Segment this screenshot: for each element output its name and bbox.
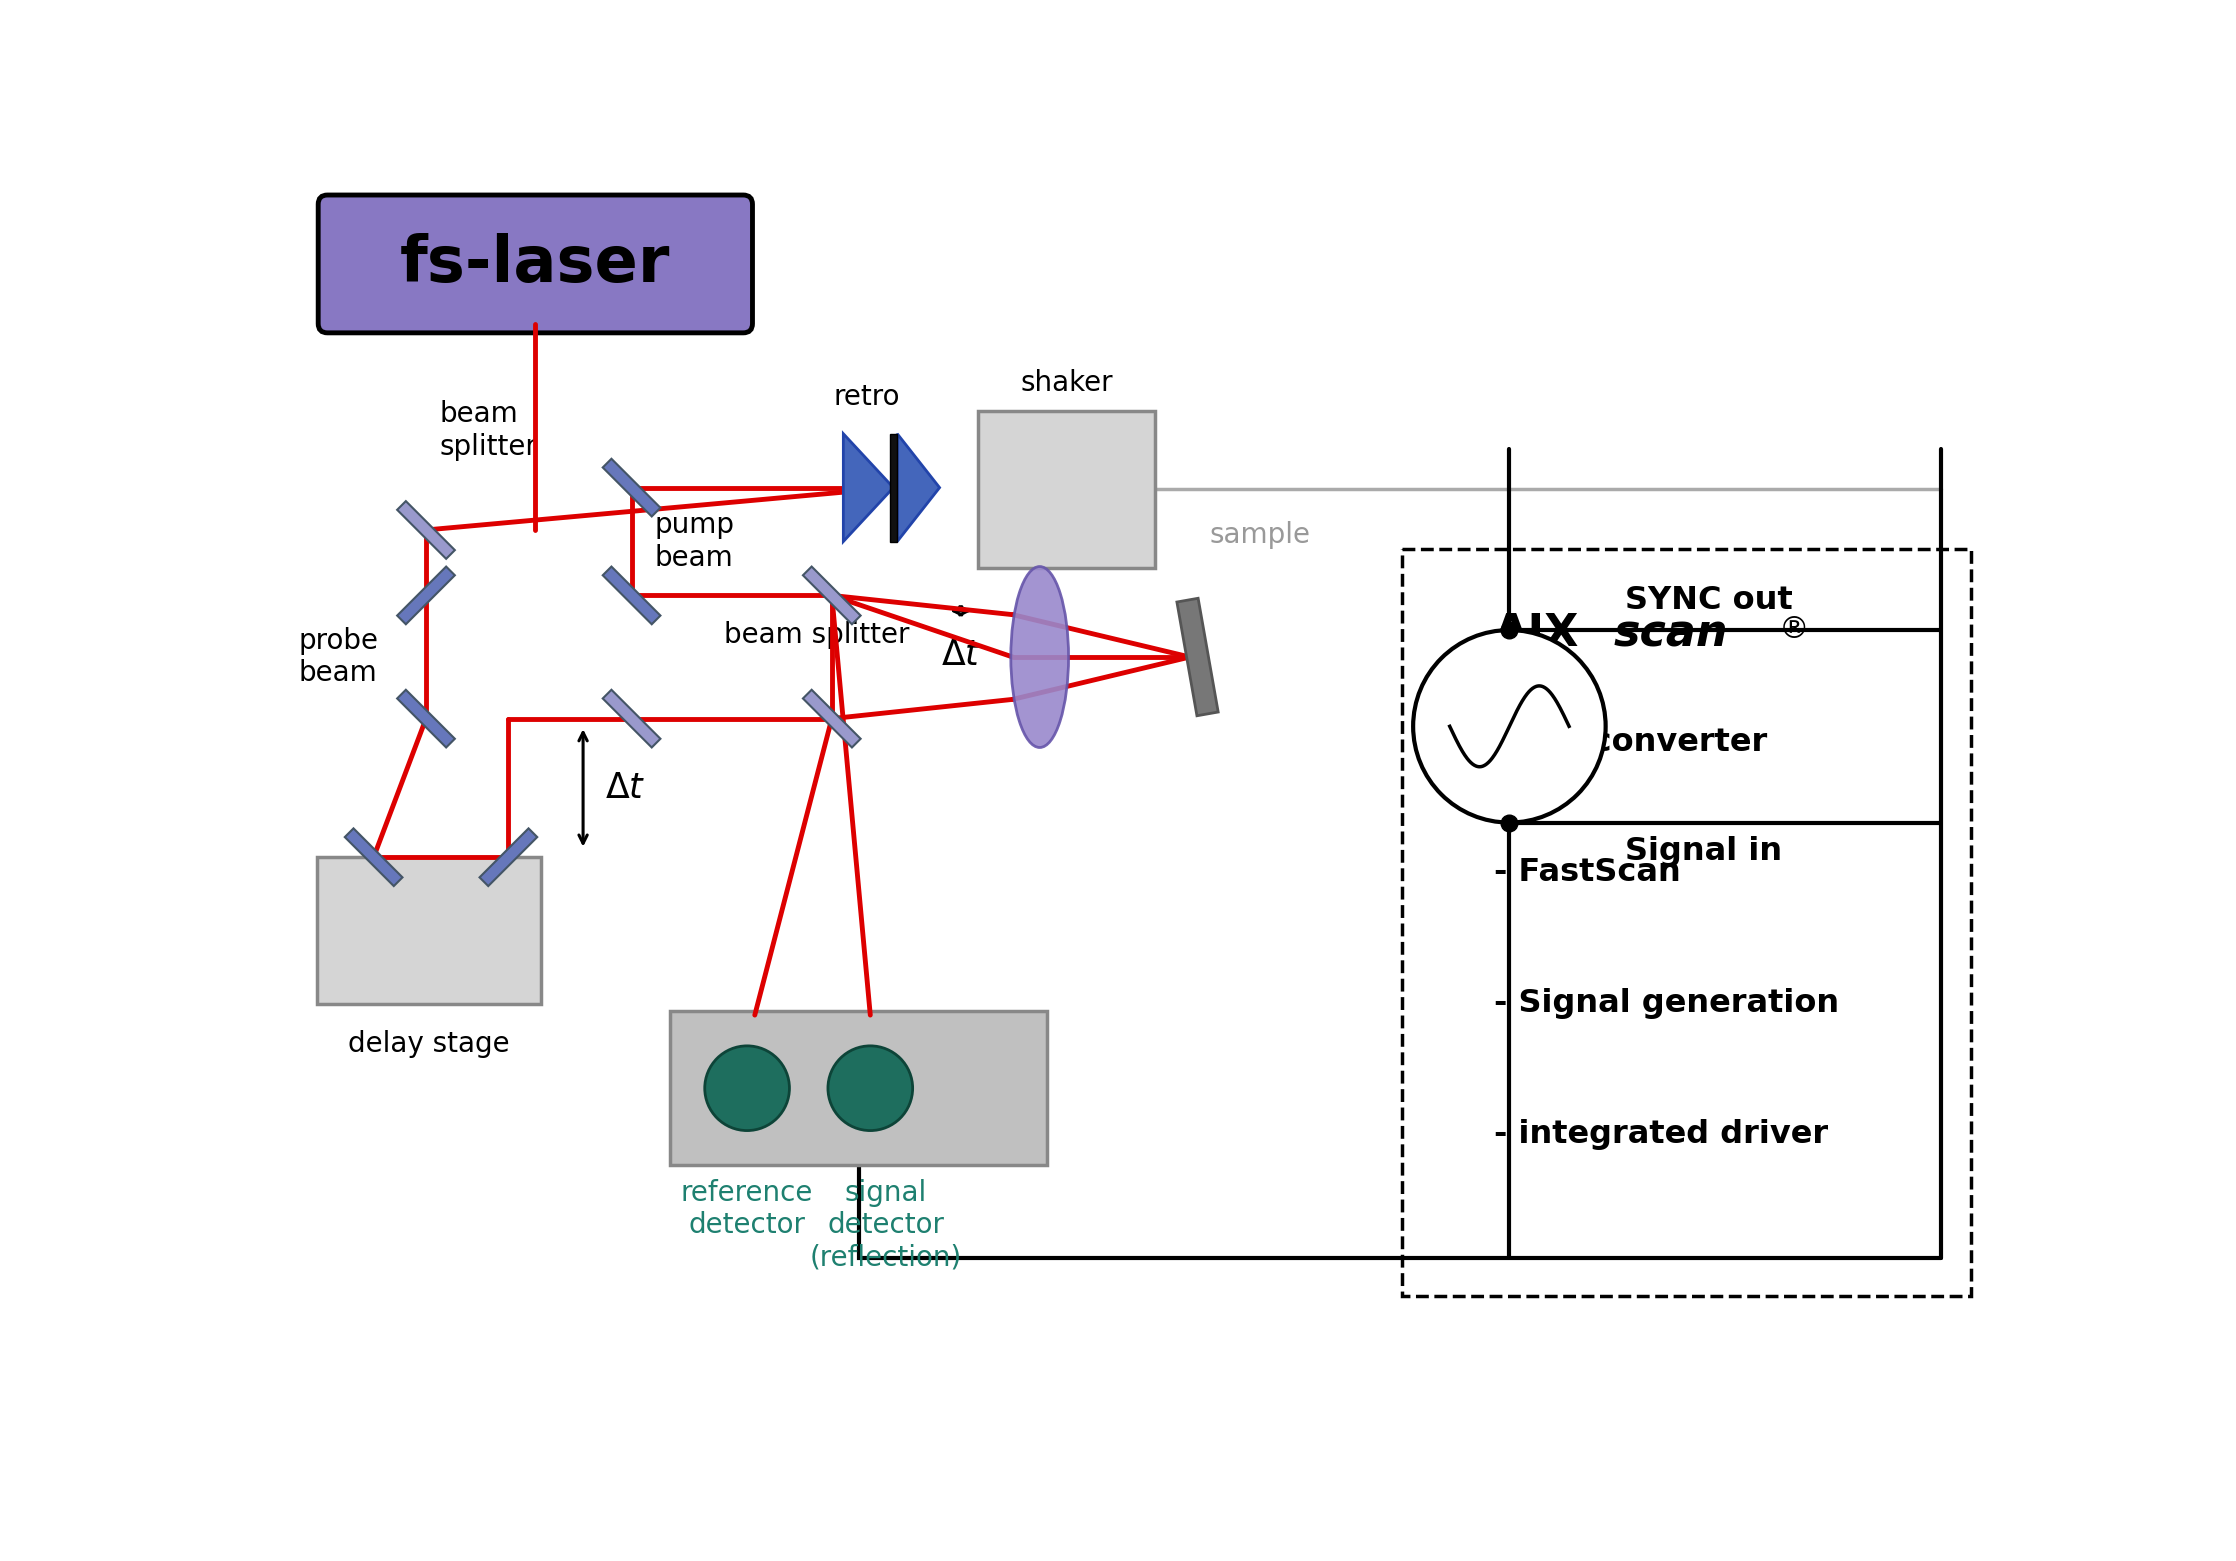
Polygon shape: [604, 690, 660, 748]
FancyBboxPatch shape: [318, 195, 754, 332]
Text: sample: sample: [1210, 521, 1310, 549]
Polygon shape: [344, 829, 402, 887]
Polygon shape: [479, 829, 537, 887]
Polygon shape: [398, 690, 454, 748]
Polygon shape: [843, 434, 894, 542]
Text: lens: lens: [1011, 510, 1069, 537]
FancyBboxPatch shape: [977, 411, 1156, 568]
Text: - FastScan: - FastScan: [1494, 857, 1681, 888]
Text: reference
detector: reference detector: [682, 1179, 814, 1239]
Polygon shape: [1176, 598, 1219, 716]
Text: delay stage: delay stage: [349, 1030, 510, 1058]
Text: ®: ®: [1780, 615, 1809, 643]
Text: - A/D converter: - A/D converter: [1494, 726, 1766, 757]
Circle shape: [1413, 631, 1605, 823]
Circle shape: [704, 1046, 789, 1130]
Polygon shape: [803, 690, 861, 748]
Text: shaker: shaker: [1020, 368, 1114, 396]
Text: - integrated driver: - integrated driver: [1494, 1119, 1829, 1150]
Text: beam
splitter: beam splitter: [440, 400, 537, 460]
Text: scan: scan: [1614, 612, 1728, 656]
FancyBboxPatch shape: [318, 857, 541, 1004]
Text: - Signal generation: - Signal generation: [1494, 988, 1840, 1019]
Text: SYNC out: SYNC out: [1626, 585, 1793, 617]
Text: probe
beam: probe beam: [300, 628, 378, 687]
Polygon shape: [604, 459, 660, 517]
Circle shape: [827, 1046, 912, 1130]
Polygon shape: [604, 567, 660, 624]
Polygon shape: [398, 501, 454, 559]
Polygon shape: [897, 434, 939, 542]
Text: AIX: AIX: [1494, 612, 1579, 656]
Text: retro: retro: [834, 382, 899, 411]
Text: $\Delta t$: $\Delta t$: [941, 638, 982, 671]
Text: Signal in: Signal in: [1626, 837, 1782, 868]
Text: beam splitter: beam splitter: [724, 621, 910, 649]
Polygon shape: [890, 434, 897, 542]
Text: $\Delta t$: $\Delta t$: [604, 771, 646, 805]
Text: pump
beam: pump beam: [655, 512, 736, 571]
Polygon shape: [398, 567, 454, 624]
Text: signal
detector
(reflection): signal detector (reflection): [809, 1179, 961, 1272]
Ellipse shape: [1011, 567, 1069, 748]
FancyBboxPatch shape: [671, 1012, 1046, 1165]
Polygon shape: [803, 567, 861, 624]
Text: fs-laser: fs-laser: [400, 233, 671, 295]
